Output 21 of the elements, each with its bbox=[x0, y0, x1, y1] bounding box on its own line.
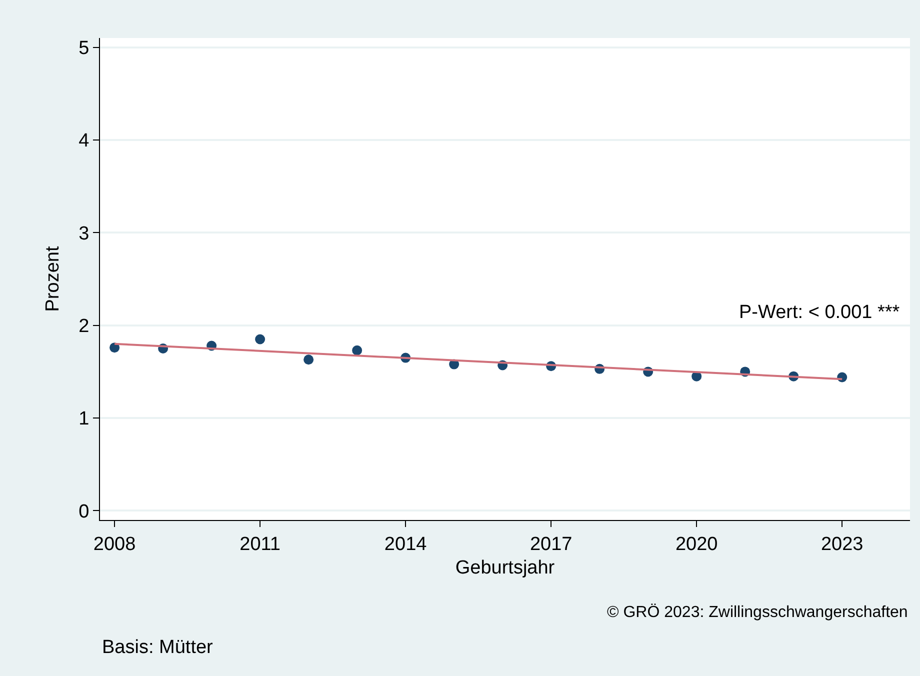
y-tick-label: 1 bbox=[78, 408, 90, 430]
x-tick-label: 2011 bbox=[240, 534, 280, 555]
x-tick-label: 2023 bbox=[820, 534, 864, 555]
x-tick-label: 2008 bbox=[93, 534, 136, 555]
x-tick-label: 2020 bbox=[675, 534, 718, 555]
y-tick-label: 5 bbox=[78, 38, 90, 59]
y-tick-label: 0 bbox=[78, 501, 90, 522]
x-axis-title: Geburtsjahr bbox=[455, 558, 556, 579]
text: © GRÖ 2023: Zwillingsschwangerschaften bbox=[607, 603, 908, 621]
point bbox=[110, 342, 120, 353]
point bbox=[352, 345, 362, 356]
y-tick-label: 2 bbox=[78, 316, 90, 337]
text: Basis: Mütter bbox=[102, 637, 214, 658]
x-tick-label: 2014 bbox=[384, 534, 428, 555]
y-tick-label: 4 bbox=[78, 130, 90, 152]
point bbox=[255, 334, 266, 344]
y-axis-title: Prozent bbox=[42, 246, 64, 312]
annotation: P-Wert: < 0.001 *** bbox=[739, 302, 900, 323]
x-tick-label: 2017 bbox=[530, 534, 572, 555]
point bbox=[304, 354, 314, 365]
y-tick-label: 3 bbox=[78, 223, 90, 244]
